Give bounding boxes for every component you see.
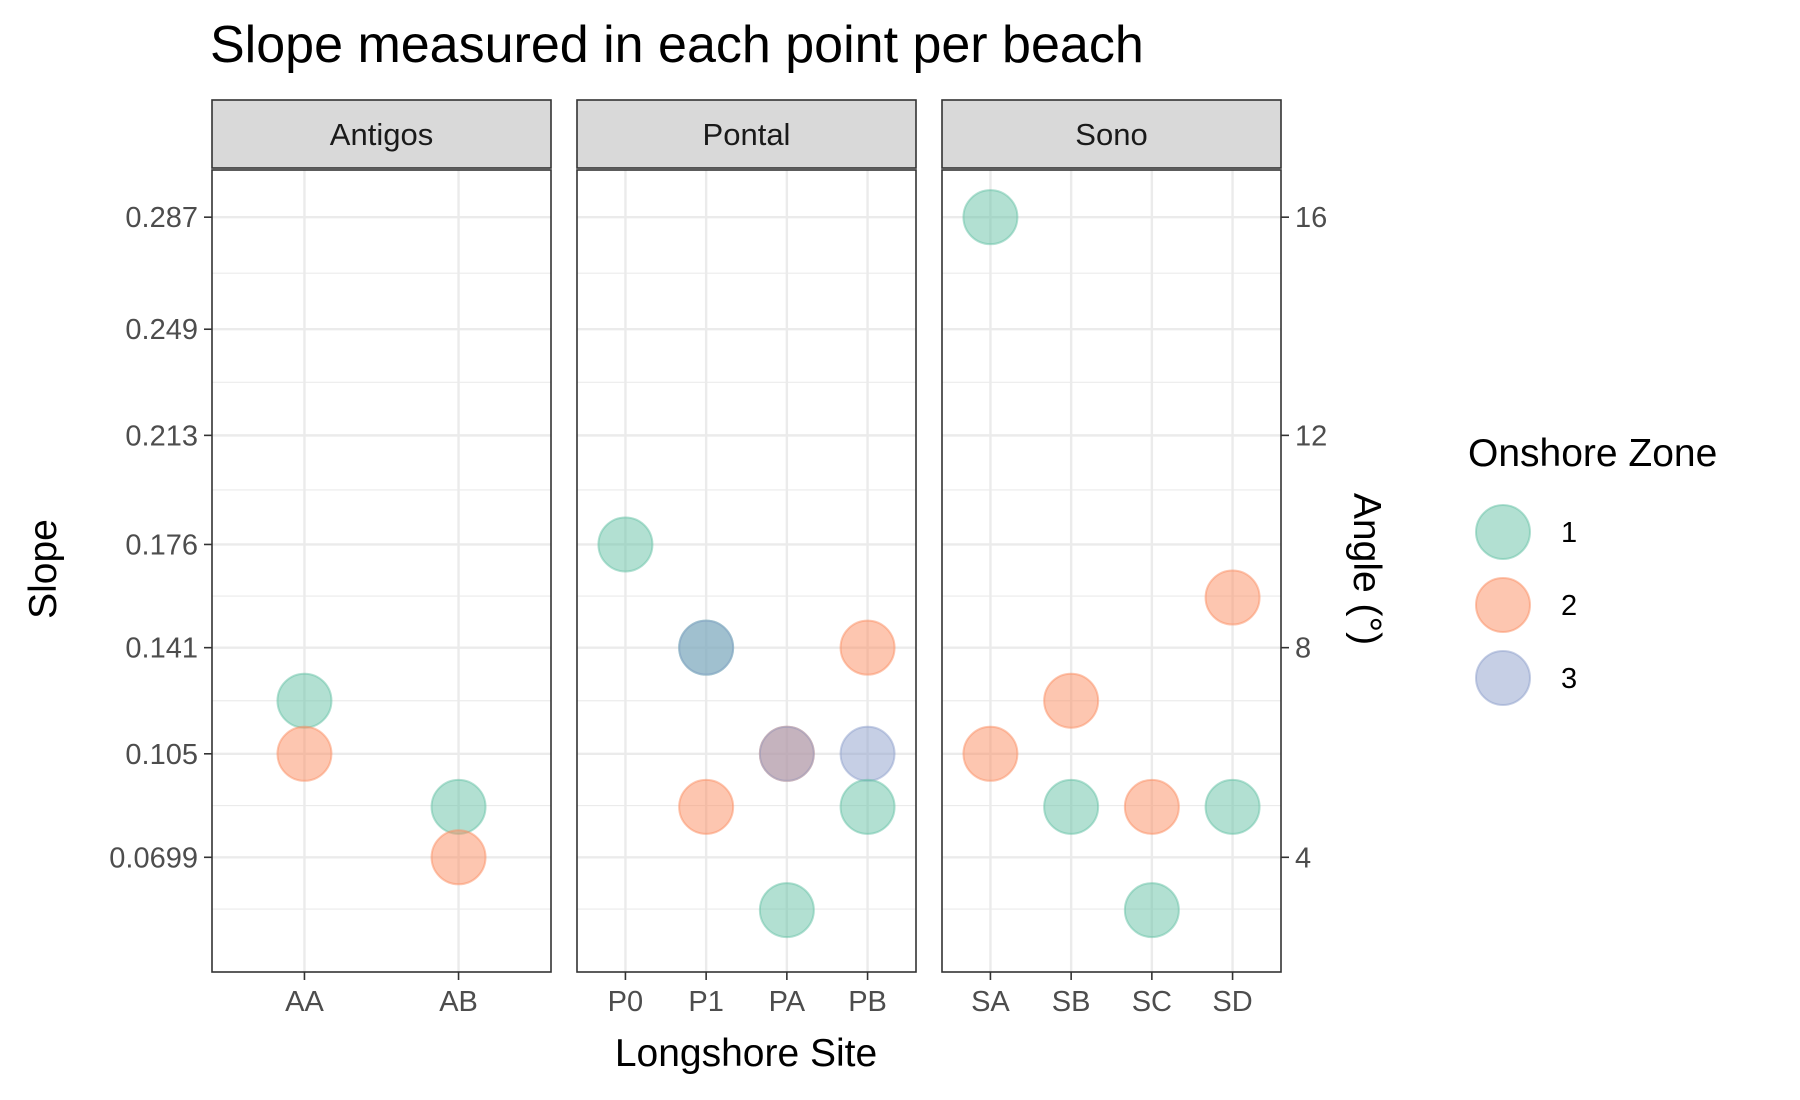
data-point-sono-sc-zone1	[1123, 882, 1180, 939]
chart-title: Slope measured in each point per beach	[210, 16, 1144, 74]
data-point-pontal-p1-zone2	[678, 778, 735, 835]
y2-tick-label: 12	[1295, 420, 1327, 452]
y-tick-label: 0.287	[125, 202, 198, 234]
y2-tick-label: 16	[1295, 202, 1327, 234]
data-point-pontal-p0-zone1	[597, 516, 654, 573]
data-point-pontal-pb-zone2	[839, 619, 896, 676]
data-point-pontal-pa-zone3	[758, 725, 815, 782]
x-tick-label-pa: PA	[769, 986, 806, 1018]
legend-key-zone2	[1475, 577, 1531, 633]
data-point-pontal-pb-zone3	[839, 725, 896, 782]
x-tick-label-pb: PB	[848, 986, 887, 1018]
legend-title: Onshore Zone	[1468, 432, 1717, 475]
y-tick-label: 0.249	[125, 314, 198, 346]
data-point-sono-sd-zone2	[1204, 569, 1261, 626]
y-tick-label: 0.176	[125, 529, 198, 561]
legend-label-zone2: 2	[1561, 590, 1577, 622]
x-tick-label-p0: P0	[608, 986, 643, 1018]
plot-layer: Antigos AA AB Pontal P0 P1 PA PB Sono SA SB SC SD 0.0…	[109, 99, 1327, 1018]
facet-label-pontal: Pontal	[703, 117, 791, 152]
facet-strip	[576, 99, 917, 169]
data-point-antigos-ab-zone2	[430, 829, 487, 886]
data-point-antigos-aa-zone1	[276, 672, 333, 729]
data-point-sono-sc-zone2	[1123, 778, 1180, 835]
legend: 1 2 3	[1475, 504, 1577, 706]
data-point-sono-sd-zone1	[1204, 778, 1261, 835]
panel-border	[576, 169, 917, 973]
facet-strip	[941, 99, 1282, 169]
y2-tick-label: 4	[1295, 842, 1311, 874]
data-point-sono-sb-zone2	[1043, 672, 1100, 729]
x-tick-label-sd: SD	[1212, 986, 1252, 1018]
x-tick-label-sb: SB	[1052, 986, 1091, 1018]
y-tick-label: 0.0699	[109, 842, 198, 874]
data-point-antigos-ab-zone1	[430, 778, 487, 835]
y-tick-label: 0.105	[125, 739, 198, 771]
y-tick-label: 0.141	[125, 633, 198, 665]
panel-border	[941, 169, 1282, 973]
legend-key-zone1	[1475, 504, 1531, 560]
data-point-pontal-pb-zone1	[839, 778, 896, 835]
facet-label-antigos: Antigos	[330, 117, 433, 152]
y-axis-title: Slope	[22, 519, 65, 619]
data-point-antigos-aa-zone2	[276, 725, 333, 782]
data-point-pontal-p1-zone3	[678, 619, 735, 676]
panel-border	[211, 169, 552, 973]
x-tick-label-aa: AA	[285, 986, 324, 1018]
data-point-sono-sa-zone1	[962, 189, 1019, 246]
secondary-y-axis-title: Angle (°)	[1345, 493, 1388, 645]
x-tick-label-ab: AB	[439, 986, 478, 1018]
legend-key-zone3	[1475, 650, 1531, 706]
x-tick-label-p1: P1	[688, 986, 723, 1018]
x-tick-label-sa: SA	[971, 986, 1010, 1018]
y2-tick-label: 8	[1295, 633, 1311, 665]
legend-label-zone3: 3	[1561, 663, 1577, 695]
data-point-pontal-pa-zone1	[758, 882, 815, 939]
panel-background	[212, 170, 551, 972]
facet-label-sono: Sono	[1075, 117, 1147, 152]
data-point-sono-sa-zone2	[962, 725, 1019, 782]
x-axis-title: Longshore Site	[615, 1032, 877, 1075]
x-tick-label-sc: SC	[1132, 986, 1172, 1018]
legend-label-zone1: 1	[1561, 517, 1577, 549]
data-point-sono-sb-zone1	[1043, 778, 1100, 835]
facet-strip	[211, 99, 552, 169]
y-tick-label: 0.213	[125, 420, 198, 452]
